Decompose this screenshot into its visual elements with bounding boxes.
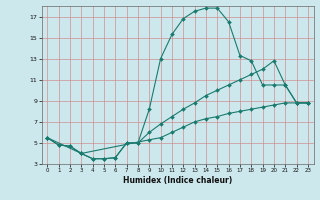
X-axis label: Humidex (Indice chaleur): Humidex (Indice chaleur) xyxy=(123,176,232,185)
